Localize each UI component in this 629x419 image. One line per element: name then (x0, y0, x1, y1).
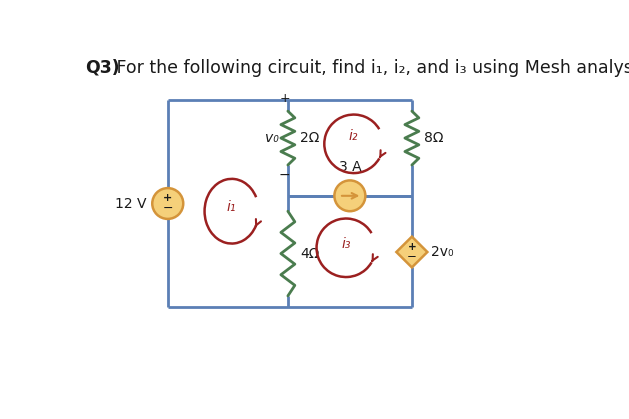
Text: −: − (162, 202, 173, 215)
Circle shape (335, 181, 365, 211)
Text: Q3): Q3) (85, 59, 120, 77)
Text: 3 A: 3 A (338, 160, 361, 174)
Text: 4Ω: 4Ω (300, 246, 320, 261)
Text: −: − (279, 168, 291, 182)
Text: +: + (279, 92, 290, 105)
Text: v₀: v₀ (265, 131, 279, 145)
Text: 8Ω: 8Ω (425, 131, 444, 145)
Circle shape (152, 188, 183, 219)
Text: 12 V: 12 V (114, 197, 146, 210)
Text: 2v₀: 2v₀ (431, 245, 454, 259)
Text: −: − (407, 250, 417, 263)
Text: +: + (163, 193, 172, 203)
Text: i₂: i₂ (349, 129, 359, 143)
Polygon shape (396, 237, 427, 267)
Text: i₃: i₃ (342, 237, 351, 251)
Text: 2Ω: 2Ω (300, 131, 320, 145)
Text: i₁: i₁ (227, 200, 237, 215)
Text: For the following circuit, find i₁, i₂, and i₃ using Mesh analysis.: For the following circuit, find i₁, i₂, … (111, 59, 629, 77)
Text: +: + (408, 242, 416, 252)
